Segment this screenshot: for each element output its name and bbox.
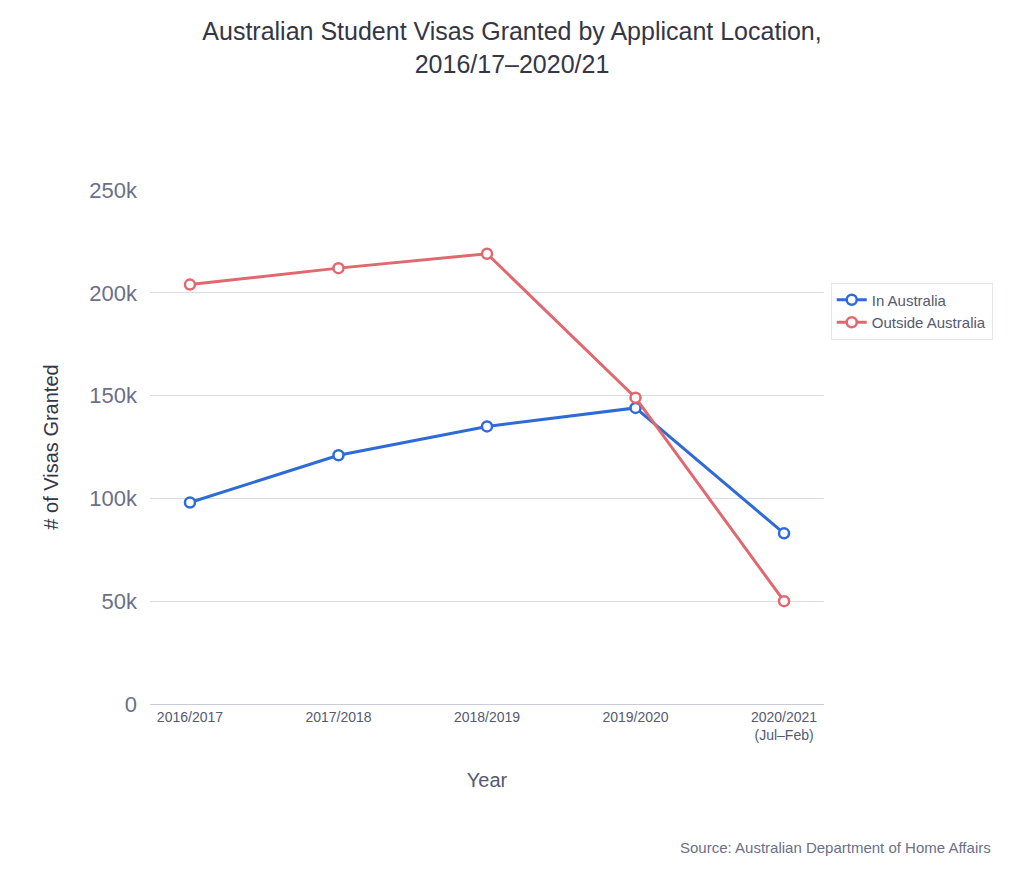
svg-text:Australian Student Visas Grant: Australian Student Visas Granted by Appl…: [202, 17, 821, 77]
svg-text:2018/2019: 2018/2019: [454, 709, 520, 725]
svg-text:2016/2017: 2016/2017: [157, 709, 223, 725]
svg-text:In Australia: In Australia: [872, 292, 947, 309]
svg-text:2019/2020: 2019/2020: [602, 709, 668, 725]
svg-text:Source: Australian Department: Source: Australian Department of Home Af…: [680, 839, 991, 856]
svg-text:Year: Year: [467, 769, 508, 791]
svg-text:150k: 150k: [89, 383, 138, 408]
svg-text:0: 0: [125, 692, 137, 717]
svg-text:200k: 200k: [89, 281, 138, 306]
svg-text:# of Visas Granted: # of Visas Granted: [40, 364, 62, 529]
svg-text:250k: 250k: [89, 178, 138, 203]
svg-text:2020/2021(Jul–Feb): 2020/2021(Jul–Feb): [751, 709, 817, 743]
svg-text:50k: 50k: [102, 589, 138, 614]
svg-text:2017/2018: 2017/2018: [305, 709, 371, 725]
svg-text:Outside Australia: Outside Australia: [872, 314, 986, 331]
svg-text:100k: 100k: [89, 486, 138, 511]
